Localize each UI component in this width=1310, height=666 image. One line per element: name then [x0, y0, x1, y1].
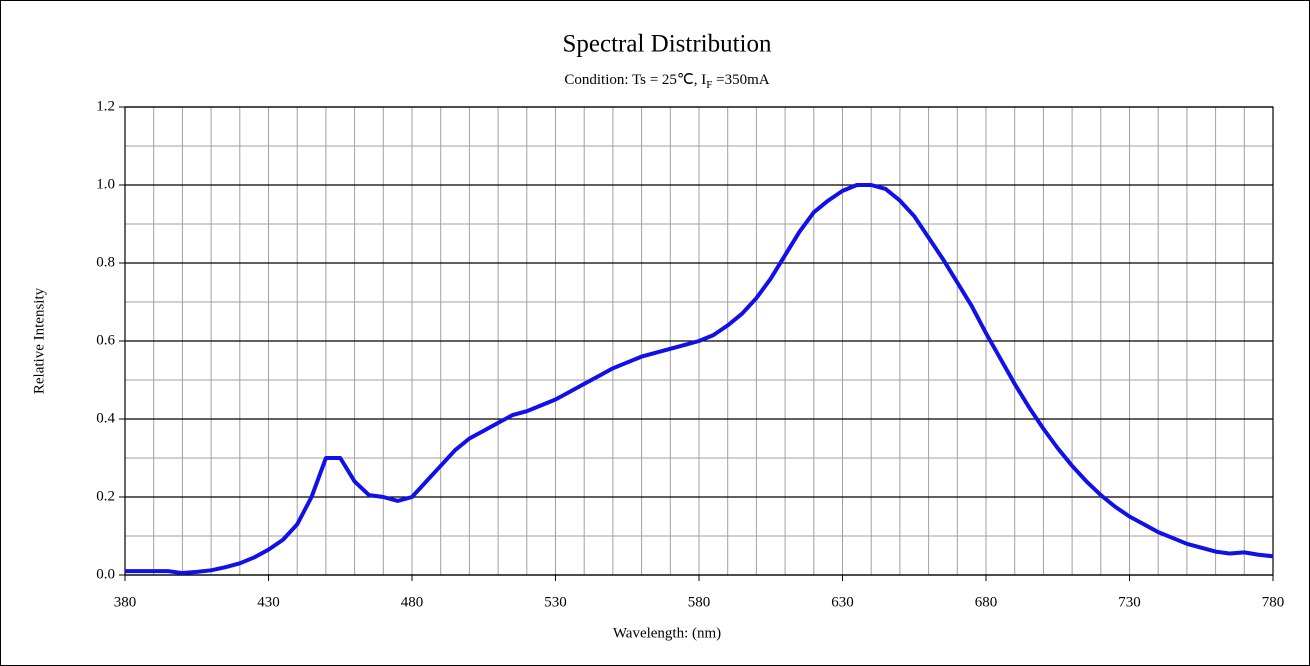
y-tick-label: 1.2 [96, 98, 115, 114]
subtitle-text: =350mA [712, 72, 769, 88]
y-axis-title: Relative Intensity [31, 287, 47, 394]
x-tick-label: 630 [831, 594, 854, 610]
chart-title: Spectral Distribution [563, 31, 772, 58]
x-tick-label: 380 [114, 594, 137, 610]
x-tick-label: 530 [544, 594, 567, 610]
subtitle-text: Condition: Ts = 25℃, I [564, 72, 706, 88]
data-line [125, 183, 1274, 576]
y-tick-label: 0.2 [96, 488, 115, 504]
y-tick-label: 1.0 [96, 176, 115, 192]
y-tick-label: 0.0 [96, 566, 115, 582]
x-tick-label: 480 [401, 594, 424, 610]
y-tick-label: 0.6 [96, 332, 115, 348]
x-tick-label: 580 [688, 594, 711, 610]
x-tick-label: 730 [1118, 594, 1141, 610]
y-tick-label: 0.8 [96, 254, 115, 270]
plot-border [124, 106, 1274, 576]
y-tick-label: 0.4 [96, 410, 115, 426]
x-tick-label: 780 [1262, 594, 1285, 610]
chart-subtitle: Condition: Ts = 25℃, IF =350mA [564, 72, 769, 90]
x-tick-label: 680 [975, 594, 998, 610]
x-tick-label: 430 [257, 594, 280, 610]
subtitle-subscript: F [706, 79, 712, 91]
x-axis-title: Wavelength: (nm) [613, 625, 721, 641]
